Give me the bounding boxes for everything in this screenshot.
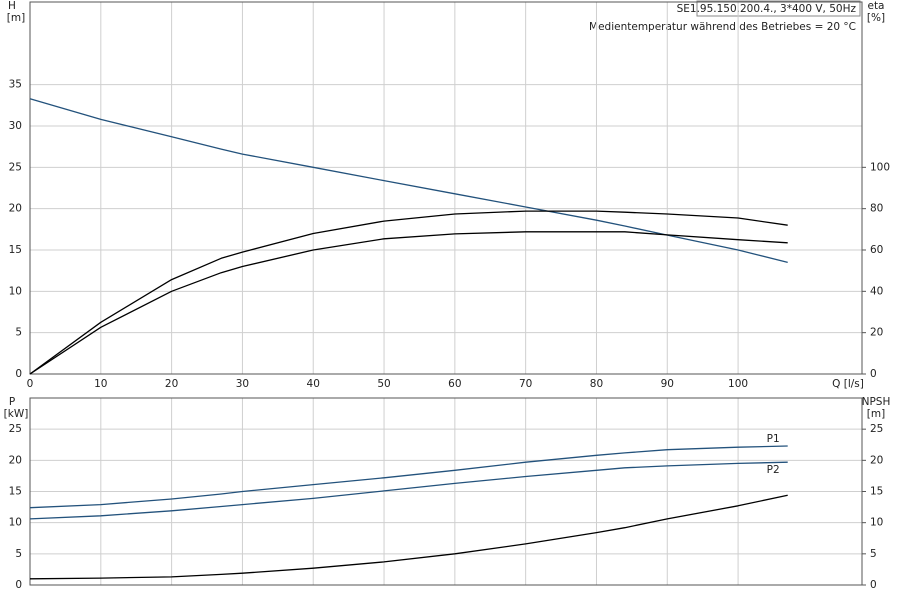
- y-tick-label: 30: [9, 120, 22, 132]
- y2-tick-label: 10: [870, 517, 883, 529]
- y2-tick-label: 0: [870, 368, 877, 380]
- y-tick-label: 15: [9, 486, 22, 498]
- x-tick-label: 70: [519, 378, 532, 390]
- plot-frame: [29, 397, 863, 586]
- y2-tick-label: 15: [870, 486, 883, 498]
- x-tick-label: 10: [94, 378, 107, 390]
- curve-label: P1: [767, 433, 780, 445]
- y-axis-unit: [kW]: [4, 408, 29, 420]
- curve: [29, 210, 788, 375]
- curve: [29, 445, 788, 509]
- y-tick-label: 10: [9, 517, 22, 529]
- y-tick-label: 20: [9, 454, 22, 466]
- curve: [29, 494, 788, 580]
- y-axis-label: P: [9, 396, 15, 408]
- y2-tick-label: 80: [870, 203, 883, 215]
- x-tick-label: 90: [661, 378, 674, 390]
- chart-title: SE1.95.150.200.4., 3*400 V, 50Hz: [677, 3, 857, 15]
- y-axis-unit: [m]: [7, 12, 25, 24]
- plot-frame: [29, 1, 863, 375]
- x-tick-label: 20: [165, 378, 178, 390]
- y-tick-label: 35: [9, 79, 22, 91]
- curve: [29, 461, 788, 520]
- x-tick-label: 80: [590, 378, 603, 390]
- y2-tick-label: 40: [870, 285, 883, 297]
- x-tick-label: 60: [448, 378, 461, 390]
- y2-tick-label: 0: [870, 579, 877, 591]
- y2-axis-unit: [m]: [867, 408, 885, 420]
- chart-subtitle: Medientemperatur während des Betriebes =…: [589, 21, 856, 33]
- y-tick-label: 5: [15, 327, 22, 339]
- x-tick-label: 30: [236, 378, 249, 390]
- y2-tick-label: 60: [870, 244, 883, 256]
- x-tick-label: 50: [377, 378, 390, 390]
- y-tick-label: 25: [9, 423, 22, 435]
- curve-label: P2: [767, 464, 780, 476]
- y-tick-label: 0: [15, 368, 22, 380]
- y2-tick-label: 100: [870, 161, 890, 173]
- y2-axis-label: NPSH: [862, 396, 891, 408]
- y-tick-label: 10: [9, 285, 22, 297]
- y2-axis-unit: [%]: [867, 12, 885, 24]
- y2-tick-label: 20: [870, 454, 883, 466]
- x-tick-label: 0: [27, 378, 34, 390]
- y2-tick-label: 20: [870, 327, 883, 339]
- x-tick-label: 100: [728, 378, 748, 390]
- y-axis-label: H: [8, 0, 16, 12]
- x-tick-label: 40: [307, 378, 320, 390]
- curve: [29, 98, 788, 264]
- y-tick-label: 0: [15, 579, 22, 591]
- y2-tick-label: 5: [870, 548, 877, 560]
- y-tick-label: 15: [9, 244, 22, 256]
- x-axis-label: Q [l/s]: [832, 378, 864, 390]
- y-tick-label: 20: [9, 203, 22, 215]
- y2-tick-label: 25: [870, 423, 883, 435]
- curve: [29, 231, 788, 375]
- y-tick-label: 25: [9, 161, 22, 173]
- y2-axis-label: eta: [867, 0, 884, 12]
- y-tick-label: 5: [15, 548, 22, 560]
